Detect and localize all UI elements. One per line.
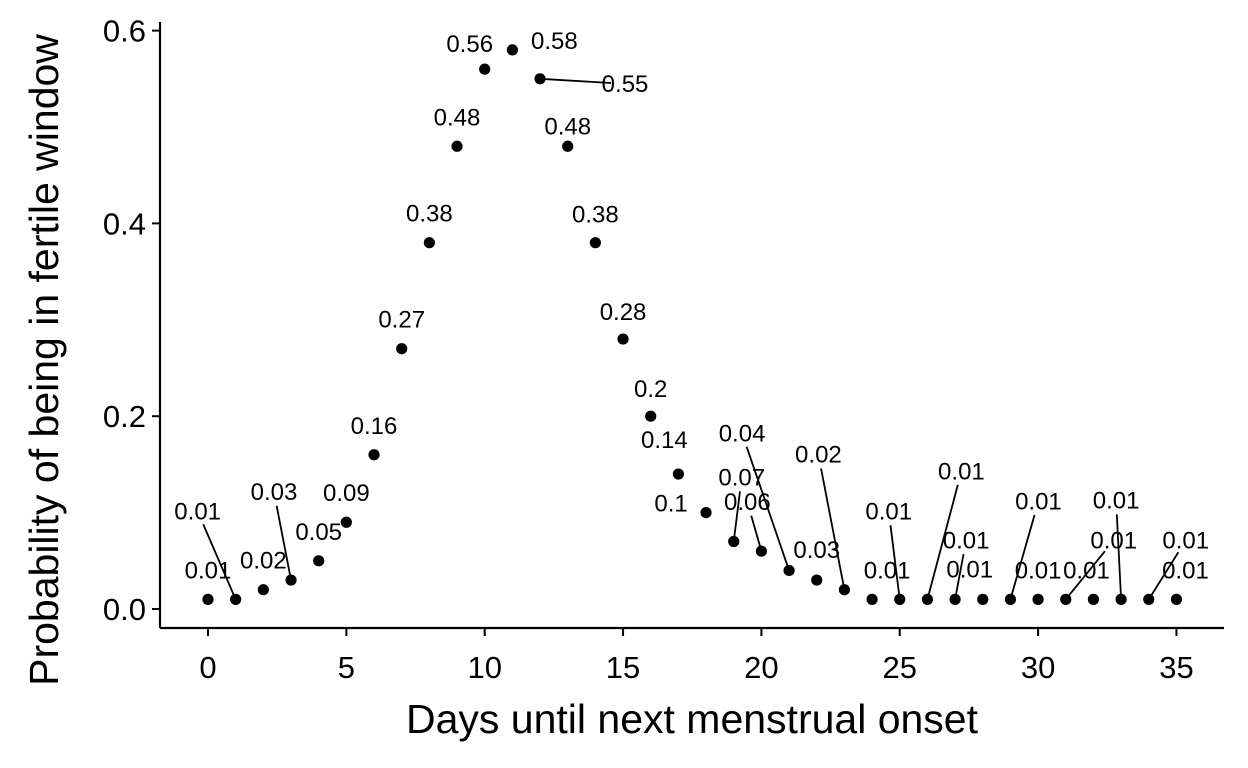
data-label: 0.2: [634, 376, 667, 403]
data-label: 0.05: [295, 519, 342, 546]
x-tick-label: 30: [1021, 650, 1055, 685]
data-point: [506, 44, 518, 56]
data-label: 0.01: [1015, 557, 1062, 584]
data-labels: 0.010.010.020.030.050.090.160.270.380.48…: [174, 28, 1209, 600]
data-points: [202, 44, 1183, 605]
data-label: 0.01: [938, 458, 985, 485]
y-tick-label: 0.4: [103, 206, 146, 241]
data-label: 0.38: [572, 202, 619, 229]
y-tick-label: 0.0: [103, 592, 146, 627]
data-point: [811, 574, 823, 586]
label-leader-line: [745, 446, 790, 571]
data-point: [1170, 593, 1183, 605]
data-point: [396, 343, 408, 355]
data-label: 0.1: [654, 491, 687, 518]
data-label: 0.01: [1162, 527, 1209, 554]
data-point: [838, 584, 851, 596]
data-point: [672, 468, 684, 480]
data-label: 0.09: [323, 480, 370, 507]
label-leader-line: [820, 468, 846, 590]
data-label: 0.01: [1093, 487, 1140, 514]
label-leader-line: [1009, 514, 1036, 600]
data-label: 0.48: [544, 113, 591, 140]
label-leader-line: [1148, 551, 1180, 600]
data-point: [479, 63, 491, 75]
data-label: 0.04: [719, 420, 766, 447]
label-leader-line: [1115, 514, 1123, 600]
data-point: [202, 593, 214, 605]
data-point: [423, 237, 435, 249]
data-label: 0.01: [174, 498, 221, 525]
data-label: 0.01: [1162, 557, 1209, 584]
data-point: [700, 506, 712, 519]
data-point: [645, 410, 657, 422]
data-point: [340, 516, 352, 528]
label-leader-line: [1065, 550, 1106, 600]
data-label: 0.01: [943, 527, 990, 554]
data-label: 0.55: [602, 71, 649, 98]
label-leader-line: [202, 523, 237, 600]
data-label: 0.58: [531, 28, 578, 55]
label-leader-line: [954, 553, 965, 600]
x-tick-label: 25: [883, 650, 917, 685]
data-label: 0.01: [1090, 527, 1137, 554]
label-leader-line: [539, 77, 612, 84]
data-label: 0.01: [946, 556, 993, 583]
x-tick-label: 20: [744, 650, 778, 685]
data-point: [755, 545, 768, 557]
label-leader-line: [926, 484, 959, 600]
data-point: [313, 555, 325, 567]
data-label: 0.38: [406, 201, 453, 228]
data-label: 0.06: [724, 489, 771, 516]
data-label: 0.02: [240, 548, 287, 575]
x-tick-label: 35: [1159, 650, 1193, 685]
data-point: [368, 449, 380, 461]
label-leader-line: [750, 515, 763, 552]
data-point: [977, 593, 989, 605]
data-label: 0.01: [865, 498, 912, 525]
x-tick-label: 0: [199, 650, 216, 685]
data-label: 0.02: [795, 442, 842, 469]
data-point: [451, 140, 463, 152]
data-label: 0.16: [351, 413, 398, 440]
data-label: 0.56: [446, 31, 493, 58]
data-point: [589, 237, 601, 249]
y-axis-title: Probability of being in fertile window: [21, 34, 67, 686]
data-label: 0.03: [251, 479, 298, 506]
y-tick-label: 0.2: [103, 399, 146, 434]
data-label: 0.48: [434, 104, 481, 131]
y-tick-label: 0.6: [103, 14, 146, 49]
data-point: [1087, 593, 1100, 605]
data-point: [1032, 593, 1044, 605]
data-point: [617, 333, 629, 345]
data-point: [285, 574, 297, 586]
x-axis-title: Days until next menstrual onset: [406, 696, 979, 742]
x-tick-label: 10: [467, 650, 501, 685]
data-label: 0.01: [1015, 488, 1062, 515]
data-label: 0.14: [641, 427, 688, 454]
x-tick-label: 5: [338, 650, 355, 685]
data-point: [866, 593, 878, 605]
label-leader-line: [732, 491, 741, 542]
data-point: [562, 140, 574, 152]
data-label: 0.03: [793, 537, 840, 564]
data-label: 0.28: [600, 299, 647, 326]
data-label: 0.01: [864, 557, 911, 584]
label-leader-line: [889, 525, 901, 600]
data-point: [257, 584, 269, 596]
data-label: 0.01: [185, 557, 232, 584]
data-label: 0.27: [378, 307, 425, 334]
label-leader-line: [275, 505, 292, 581]
axes: 0 5 10 15 20 25 30 35 0.0 0.2 0.4 0.6: [103, 14, 1224, 685]
data-point: [783, 564, 795, 577]
x-tick-label: 15: [606, 650, 640, 685]
data-label: 0.01: [1063, 557, 1110, 584]
